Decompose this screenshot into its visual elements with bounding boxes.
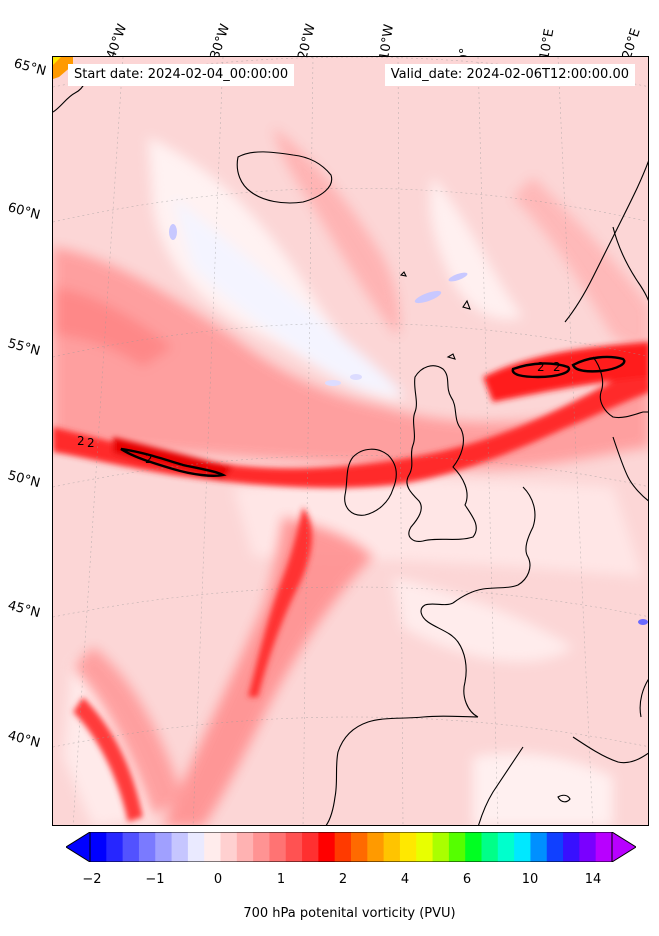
colorbar-outline: [89, 832, 613, 862]
contour-label: 2: [145, 452, 153, 466]
lat-label-45n: 45°N: [6, 598, 42, 622]
colorbar-segment: [138, 832, 156, 862]
colorbar-tick: 1: [276, 872, 286, 887]
start-date-label: Start date: 2024-02-04_00:00:00: [68, 64, 295, 86]
lat-label-40n: 40°N: [6, 728, 42, 752]
contour-label: 2: [553, 360, 561, 374]
colorbar-segment: [383, 832, 401, 862]
colorbar-tick: 4: [400, 872, 410, 887]
contour-label: 2: [77, 434, 85, 448]
negative-pv-blobs: [169, 224, 648, 625]
colorbar-segment: [546, 832, 564, 862]
colorbar-tick: 6: [462, 872, 472, 887]
colorbar-segment: [481, 832, 499, 862]
contour-label: 2: [87, 436, 95, 450]
colorbar-segment: [530, 832, 548, 862]
colorbar-tick: 10: [521, 872, 539, 887]
moderate-pv-bands: [53, 127, 648, 825]
colorbar: [66, 832, 636, 862]
colorbar-segment: [334, 832, 352, 862]
colorbar-segment: [204, 832, 221, 862]
colorbar-segment: [595, 832, 613, 862]
contour-label: 2: [537, 360, 545, 374]
colorbar-segment: [367, 832, 385, 862]
graticule: [53, 57, 648, 825]
contour-label-group: 2 2 2 2 2: [77, 360, 561, 466]
colorbar-segment: [497, 832, 515, 862]
colorbar-segment: [351, 832, 368, 862]
colorbar-tick: 2: [338, 872, 348, 887]
valid-date-label: Valid_date: 2024-02-06T12:00:00.00: [384, 64, 635, 86]
coastlines: [53, 81, 648, 825]
lat-label-55n: 55°N: [6, 336, 42, 360]
colorbar-min-extend: [66, 832, 91, 862]
colorbar-segment: [579, 832, 597, 862]
low-pv-regions: [63, 137, 643, 825]
colorbar-segment: [448, 832, 466, 862]
colorbar-tick: 0: [213, 872, 223, 887]
high-pv-corner: [53, 57, 73, 79]
colorbar-segment: [187, 832, 205, 862]
colorbar-segment: [122, 832, 140, 862]
colorbar-segment: [563, 832, 580, 862]
colorbar-segment: [514, 832, 531, 862]
colorbar-label: 700 hPa potenital vorticity (PVU): [243, 906, 456, 921]
colorbar-segment: [106, 832, 124, 862]
colorbar-segment: [90, 832, 107, 862]
pv2-contours: [120, 355, 626, 477]
colorbar-segment: [399, 832, 417, 862]
colorbar-tick: −2: [82, 872, 102, 887]
map-area[interactable]: 2 2 2 2 2: [52, 56, 649, 826]
colorbar-segment: [171, 832, 189, 862]
colorbar-segment: [236, 832, 254, 862]
colorbar-segment: [318, 832, 336, 862]
colorbar-segment: [416, 832, 434, 862]
colorbar-tick: 14: [584, 872, 602, 887]
lat-label-60n: 60°N: [6, 200, 42, 224]
lat-label-65n: 65°N: [12, 56, 48, 80]
colorbar-segment: [285, 832, 303, 862]
lat-label-50n: 50°N: [6, 468, 42, 492]
colorbar-segment: [220, 832, 238, 862]
pv-field: 2 2 2 2 2: [53, 57, 648, 825]
colorbar-segment: [302, 832, 319, 862]
colorbar-segment: [269, 832, 287, 862]
colorbar-max-extend: [611, 832, 636, 862]
colorbar-segment: [465, 832, 482, 862]
colorbar-segments: [90, 832, 613, 862]
colorbar-segment: [253, 832, 270, 862]
colorbar-tick: −1: [145, 872, 165, 887]
colorbar-segment: [155, 832, 173, 862]
colorbar-segment: [432, 832, 450, 862]
